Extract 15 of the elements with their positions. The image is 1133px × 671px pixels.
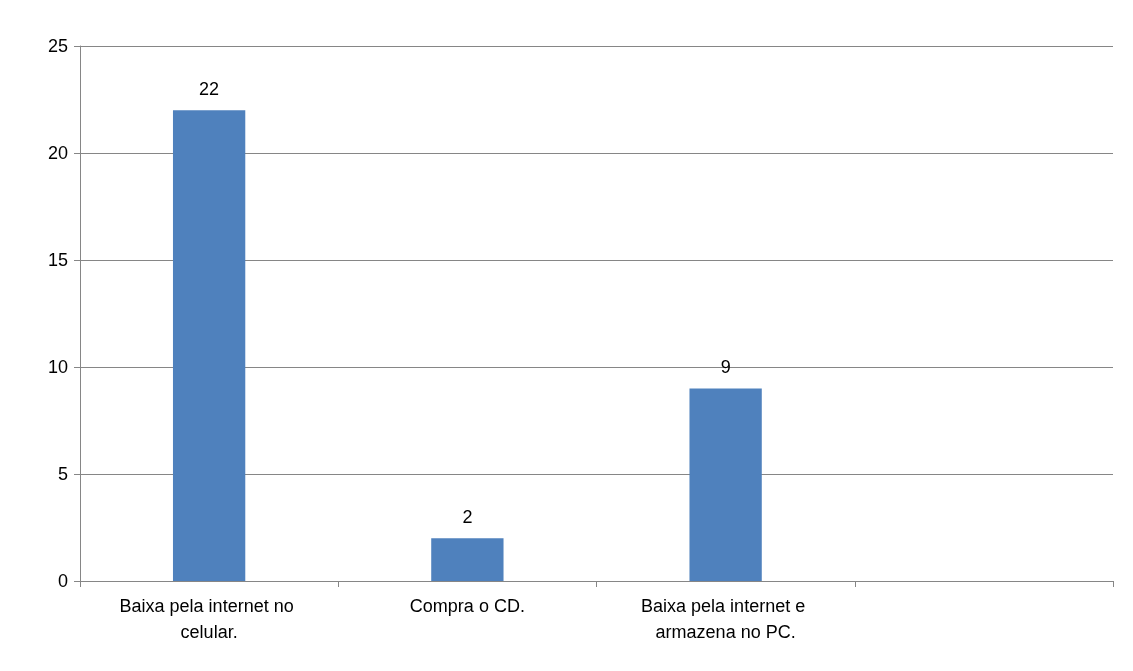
y-tick-label: 5 xyxy=(57,464,68,484)
y-tick-label: 10 xyxy=(47,357,68,377)
x-tick-label: Baixa pela internet e armazena no PC. xyxy=(641,596,811,642)
y-tick-label: 25 xyxy=(47,36,68,56)
data-label: 22 xyxy=(199,79,220,100)
x-tick-label: Compra o CD. xyxy=(409,596,525,616)
y-tick-label: 20 xyxy=(47,143,68,163)
data-label: 2 xyxy=(462,507,473,528)
bar xyxy=(689,388,762,581)
y-tick-label: 15 xyxy=(47,250,68,270)
data-label: 9 xyxy=(720,357,731,378)
bar xyxy=(172,110,246,581)
bar xyxy=(431,538,504,581)
y-tick-label: 0 xyxy=(57,571,68,591)
x-tick-label: Baixa pela internet no celular. xyxy=(119,596,299,642)
